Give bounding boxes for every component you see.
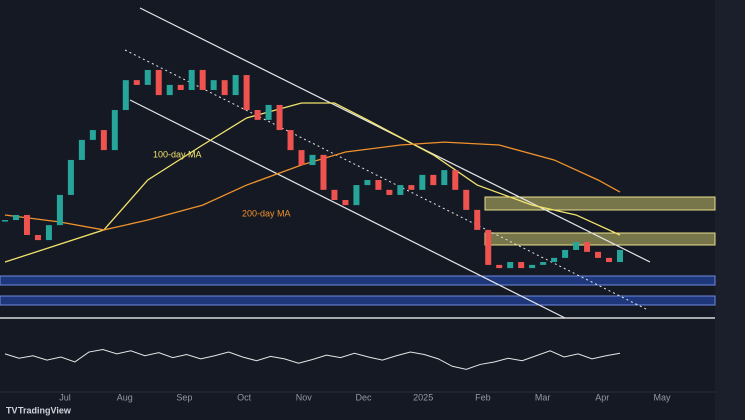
candle — [111, 110, 118, 151]
brand-logo: TV — [6, 405, 18, 415]
candle — [364, 179, 371, 186]
candle — [45, 225, 52, 241]
candle — [67, 159, 74, 195]
candle — [122, 80, 129, 111]
candle — [144, 69, 151, 85]
candle — [199, 69, 206, 90]
candle — [496, 264, 503, 269]
candle — [562, 249, 569, 258]
candle — [507, 262, 514, 269]
candle — [617, 249, 623, 263]
candle — [298, 150, 305, 166]
x-tick-label: Mar — [535, 392, 551, 402]
x-tick-label: Jul — [59, 392, 71, 402]
x-tick-label: Oct — [237, 392, 252, 402]
x-tick-label: May — [653, 392, 671, 402]
support-zone — [0, 295, 716, 306]
moving-average — [4, 102, 621, 263]
candle — [89, 130, 96, 140]
rsi-line — [4, 349, 621, 370]
candle — [452, 170, 459, 190]
candle — [155, 69, 162, 96]
candle — [430, 174, 437, 186]
candle — [386, 189, 393, 195]
x-tick-label: Feb — [475, 392, 491, 402]
channel-midline — [124, 49, 649, 311]
candle — [56, 194, 63, 226]
x-tick-label: Sep — [176, 392, 192, 402]
price-axis — [715, 0, 745, 420]
candle — [540, 262, 547, 265]
candle — [210, 80, 217, 90]
candle — [232, 75, 239, 96]
candle — [375, 179, 382, 190]
candle — [441, 170, 448, 186]
channel-line — [129, 99, 566, 319]
candle — [397, 185, 404, 195]
candle — [342, 200, 349, 206]
candle — [188, 69, 195, 90]
candle — [254, 110, 261, 120]
candle — [100, 130, 107, 151]
candle — [584, 241, 591, 252]
x-tick-label: Nov — [296, 392, 313, 402]
candle — [166, 84, 173, 96]
candle — [474, 209, 481, 230]
candle — [463, 189, 470, 210]
support-zone — [0, 275, 716, 286]
candle — [287, 130, 294, 151]
candle — [419, 174, 426, 190]
x-tick-label: Apr — [595, 392, 609, 402]
brand: TradingView — [18, 405, 72, 415]
candle — [529, 264, 536, 269]
ma-label: 100-day MA — [153, 149, 202, 159]
candle — [309, 154, 316, 166]
candle — [221, 80, 228, 96]
candle — [595, 251, 602, 258]
x-tick-label: Aug — [117, 392, 133, 402]
x-tick-label: Dec — [355, 392, 372, 402]
candle — [408, 185, 415, 190]
candle — [243, 75, 250, 111]
candle — [12, 214, 19, 221]
resistance-zone — [484, 232, 716, 246]
candle — [551, 257, 558, 263]
candle — [34, 235, 41, 241]
ma-label: 200-day MA — [242, 208, 291, 218]
candle — [2, 220, 8, 222]
candle — [331, 189, 338, 201]
resistance-zone — [484, 196, 716, 211]
candle — [133, 80, 140, 85]
candle — [606, 257, 613, 263]
candle — [265, 104, 272, 120]
x-tick-label: 2025 — [413, 392, 433, 402]
candle — [485, 229, 492, 265]
candle — [177, 84, 184, 90]
plot: Jul Aug Sep Oct Nov Dec 2025 Feb Mar Apr May — [2, 69, 671, 402]
candle — [353, 185, 360, 206]
candle — [78, 139, 85, 160]
candle — [320, 154, 327, 190]
candle — [276, 104, 283, 131]
candle — [518, 262, 525, 269]
candle — [573, 241, 580, 250]
candle — [23, 214, 30, 236]
